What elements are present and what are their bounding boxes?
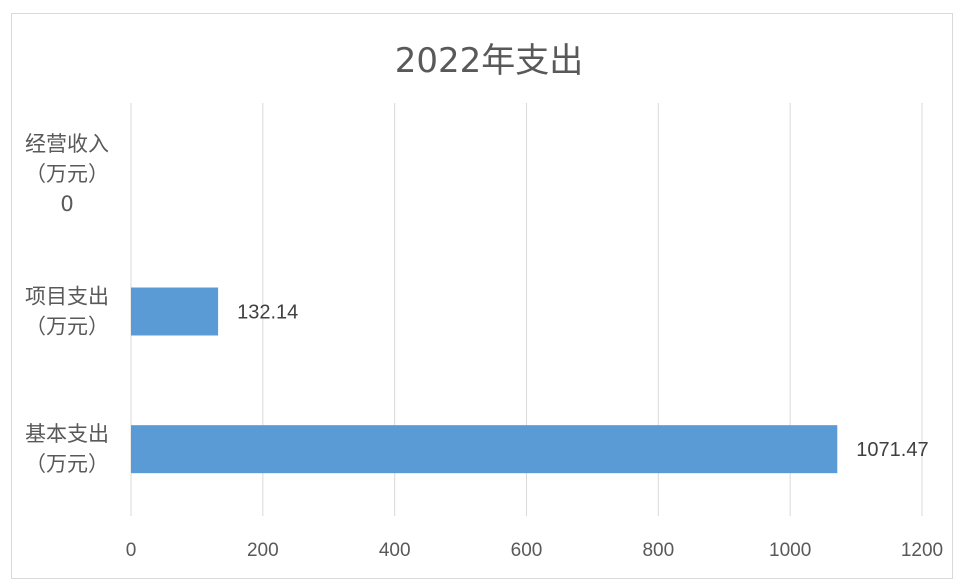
x-tick-label: 400 <box>379 540 411 561</box>
x-tick-label: 1000 <box>769 540 811 561</box>
data-labels: 132.14 1071.47 <box>237 302 928 462</box>
x-tick-label: 600 <box>511 540 543 561</box>
x-axis-ticks: 0 200 400 600 800 1000 1200 <box>126 540 943 561</box>
bar <box>131 425 838 474</box>
category-label-line: 经营收入 <box>25 132 109 156</box>
x-tick-label: 1200 <box>901 540 943 561</box>
category-label-line: （万元） <box>25 315 109 339</box>
x-tick-label: 200 <box>247 540 279 561</box>
category-label: 基本支出 （万元） <box>25 422 109 476</box>
data-label: 1071.47 <box>856 439 928 461</box>
category-label: 经营收入 （万元） 0 <box>25 132 109 216</box>
bars <box>131 287 838 474</box>
category-label-line: （万元） <box>25 162 109 186</box>
chart-title: 2022年支出 <box>395 41 584 81</box>
category-label-line: 0 <box>60 192 73 216</box>
category-labels: 经营收入 （万元） 0 项目支出 （万元） 基本支出 （万元） <box>25 132 109 476</box>
data-label: 132.14 <box>237 302 298 324</box>
category-label-line: 基本支出 <box>25 422 109 446</box>
x-tick-label: 0 <box>126 540 137 561</box>
bar <box>131 287 219 336</box>
category-label: 项目支出 （万元） <box>25 285 109 339</box>
category-label-line: （万元） <box>25 452 109 476</box>
x-tick-label: 800 <box>642 540 674 561</box>
category-label-line: 项目支出 <box>25 285 109 309</box>
